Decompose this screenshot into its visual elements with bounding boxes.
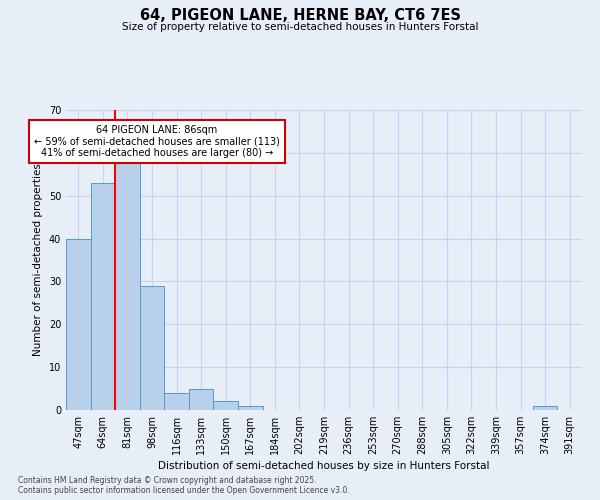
Text: 64 PIGEON LANE: 86sqm
← 59% of semi-detached houses are smaller (113)
41% of sem: 64 PIGEON LANE: 86sqm ← 59% of semi-deta…: [34, 125, 280, 158]
Text: 64, PIGEON LANE, HERNE BAY, CT6 7ES: 64, PIGEON LANE, HERNE BAY, CT6 7ES: [139, 8, 461, 22]
Bar: [66, 238, 91, 410]
Bar: [115, 162, 140, 410]
Bar: [238, 406, 263, 410]
Bar: [533, 406, 557, 410]
Bar: [189, 388, 214, 410]
Text: Size of property relative to semi-detached houses in Hunters Forstal: Size of property relative to semi-detach…: [122, 22, 478, 32]
Bar: [91, 183, 115, 410]
X-axis label: Distribution of semi-detached houses by size in Hunters Forstal: Distribution of semi-detached houses by …: [158, 461, 490, 471]
Bar: [164, 393, 189, 410]
Bar: [214, 402, 238, 410]
Bar: [140, 286, 164, 410]
Y-axis label: Number of semi-detached properties: Number of semi-detached properties: [33, 164, 43, 356]
Text: Contains HM Land Registry data © Crown copyright and database right 2025.
Contai: Contains HM Land Registry data © Crown c…: [18, 476, 350, 495]
